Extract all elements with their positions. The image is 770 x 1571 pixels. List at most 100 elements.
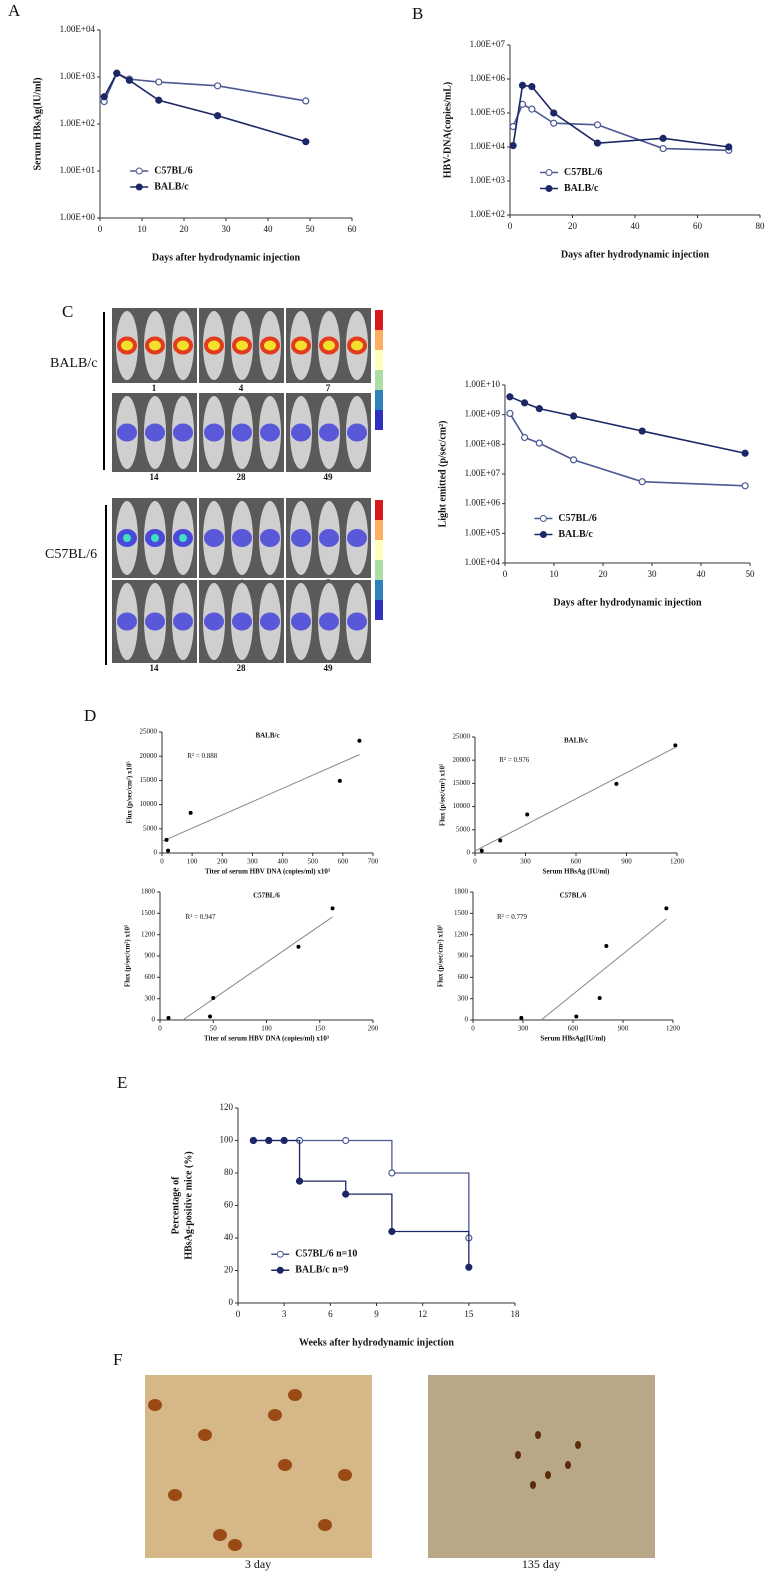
x-tick-label: 200 [217,858,228,866]
signal-core [236,340,248,351]
signal-core [123,534,131,542]
legend-label: C57BL/6 n=10 [295,1249,357,1260]
x-tick-label: 40 [697,569,707,579]
colorbar [375,560,383,580]
signal [319,529,339,547]
x-tick-label: 30 [648,569,658,579]
image-caption: 3 day [245,1557,271,1571]
y-tick-label: 15000 [453,779,471,787]
x-tick-label: 0 [473,858,477,866]
y-tick-label: 80 [224,1167,234,1177]
y-tick-label: 20 [224,1265,234,1275]
signal [145,423,165,442]
x-tick-label: 600 [568,1025,579,1033]
y-tick-label: 40 [224,1232,234,1242]
signal [347,612,367,631]
signal [347,529,367,547]
x-tick-label: 60 [693,221,703,231]
step-line [253,1139,470,1268]
marker [125,76,133,84]
marker [388,1169,396,1177]
marker [518,81,527,89]
y-tick-label: 1.00E+05 [465,527,501,537]
signal [117,612,137,631]
x-tick-label: 1200 [670,858,685,866]
marker [214,82,222,90]
y-tick-label: 1800 [454,888,469,896]
marker [535,439,543,447]
y-tick-label: 1.00E+06 [465,498,501,508]
series-line [103,72,307,143]
chart-title: C57BL/6 [253,892,280,900]
series-line [103,72,306,102]
signal [232,612,252,631]
day-label: 4 [239,383,244,393]
colorbar [375,410,383,430]
point [188,810,193,815]
marker [659,134,667,142]
y-tick-label: 1.00E+09 [465,409,501,419]
marker [569,412,578,420]
x-axis-label: Days after hydrodynamic injection [553,597,702,608]
signal [291,612,311,631]
x-tick-label: 150 [315,1025,326,1033]
legend-marker [276,1266,284,1274]
marker [535,405,543,413]
colorbar [375,370,383,390]
colorbar [375,500,383,520]
legend-marker [135,183,143,191]
signal [204,423,224,442]
y-tick-label: 1.00E+07 [470,39,506,49]
marker [155,96,163,104]
stained-cell [228,1539,242,1551]
trend-line [474,747,676,852]
x-tick-label: 12 [418,1309,427,1319]
legend-marker [276,1250,284,1258]
signal-core [264,340,276,351]
y-tick-label: 1.00E+08 [465,438,501,448]
y-tick-label: 300 [145,994,156,1002]
x-tick-label: 400 [277,858,288,866]
y-tick-label: 1500 [454,909,469,917]
stained-cell [530,1481,536,1489]
marker [302,97,310,105]
signal-core [208,340,220,351]
marker [520,433,529,442]
point [604,944,609,949]
y-tick-label: 600 [458,973,469,981]
x-tick-label: 600 [571,858,582,866]
marker [593,139,602,147]
stained-cell [288,1389,302,1401]
marker [659,144,667,153]
x-tick-label: 0 [160,858,164,866]
r-squared: R² = 0.947 [186,913,216,921]
day-label: 1 [152,383,157,393]
y-tick-label: 1200 [454,930,469,938]
marker [113,69,121,77]
x-tick-label: 15 [464,1309,474,1319]
legend-label: BALB/c [154,181,189,192]
chart-title: BALB/c [255,732,279,740]
y-axis-label: Percentage of [170,1176,181,1235]
y-tick-label: 1.00E+07 [465,468,501,478]
group-label: BALB/c [50,356,97,371]
stained-cell [148,1399,162,1411]
marker [265,1136,273,1145]
x-tick-label: 500 [307,858,318,866]
x-tick-label: 600 [338,858,349,866]
histology-image [428,1375,655,1558]
stained-cell [213,1529,227,1541]
marker [280,1136,288,1145]
marker [100,93,108,101]
stained-cell [278,1459,292,1471]
x-tick-label: 30 [222,224,232,234]
y-tick-label: 1.00E+10 [465,379,501,389]
series-line [509,396,746,455]
y-axis-label: Flux (p/sec/cm²) x10⁵ [439,764,447,826]
group-label: C57BL/6 [45,547,97,562]
marker [569,456,578,464]
x-axis-label: Days after hydrodynamic injection [561,249,710,260]
point [208,1014,213,1019]
colorbar [375,540,383,560]
stained-cell [535,1431,541,1439]
